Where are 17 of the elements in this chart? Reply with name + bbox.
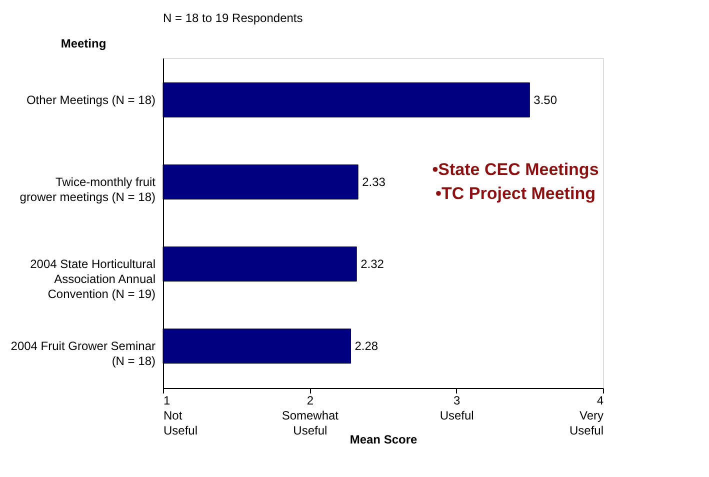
data-label: 2.28	[354, 339, 378, 354]
y-tick-label: 2004 State Horticultural Association Annual Convention (N = 19)	[30, 257, 156, 302]
annotation: •State CEC Meetings	[432, 160, 599, 179]
data-label: 3.50	[534, 92, 558, 107]
annotation: •TC Project Meeting	[436, 184, 596, 203]
y-tick-label: Twice-monthly fruit grower meetings (N = 18)	[20, 174, 156, 204]
x-tick-label: 2 Somewhat Useful	[282, 394, 340, 438]
x-tick-label: 1 Not Useful	[164, 394, 198, 438]
x-tick-label: 3 Useful	[440, 394, 474, 422]
data-label: 2.33	[362, 174, 386, 189]
x-tick-label: 4 Very Useful	[569, 394, 604, 438]
data-label: 2.32	[360, 257, 384, 272]
chart-title: N = 18 to 19 Respondents	[163, 11, 303, 25]
y-tick-label: 2004 Fruit Grower Seminar (N = 18)	[10, 339, 156, 368]
x-axis-title: Mean Score	[350, 432, 418, 446]
y-axis-title: Meeting	[60, 36, 106, 50]
y-tick-label: Other Meetings (N = 18)	[26, 92, 156, 107]
